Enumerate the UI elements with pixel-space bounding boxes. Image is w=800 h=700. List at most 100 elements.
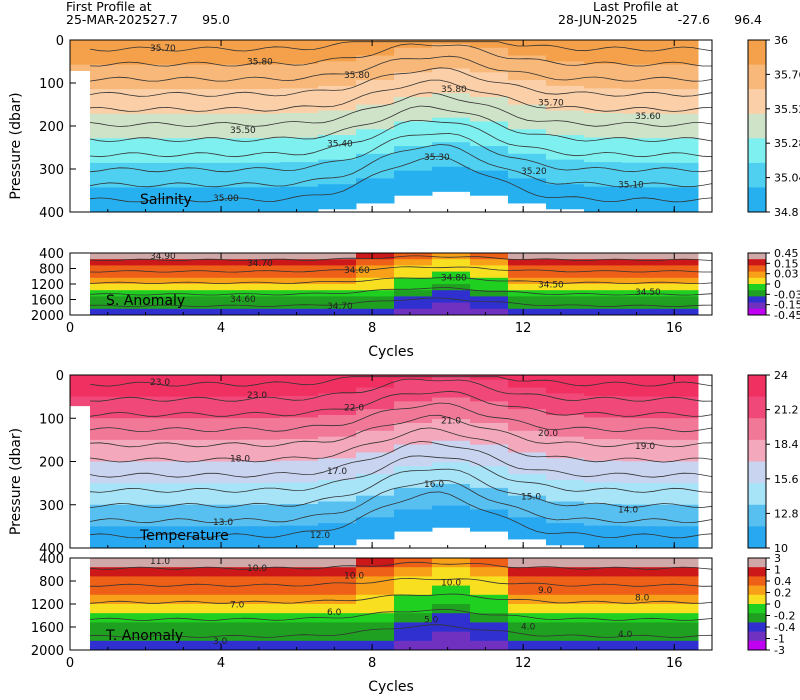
cell [166, 396, 205, 419]
cell [204, 40, 243, 66]
cell [242, 296, 281, 304]
colorbar-tick-label: 24 [774, 369, 788, 382]
cell [128, 113, 167, 139]
cell [280, 622, 319, 633]
panel-label: S. Anomaly [106, 293, 185, 309]
contour-line [89, 402, 712, 433]
cell [622, 558, 661, 568]
contour-label: 34.50 [538, 281, 564, 291]
contour-line [89, 561, 712, 570]
cell [204, 290, 243, 297]
colorbar-segment [748, 604, 766, 614]
contour-line [89, 155, 712, 203]
cell [394, 253, 433, 260]
colorbar-tick-label: 35.28 [774, 137, 800, 150]
cell [128, 265, 167, 273]
cell [356, 302, 395, 310]
cell [280, 558, 319, 568]
cell [508, 259, 547, 266]
cell [432, 290, 471, 297]
cell [242, 631, 281, 642]
no-data-mask [70, 406, 90, 548]
cell [394, 379, 433, 402]
contour-line [89, 255, 712, 262]
cell [204, 504, 243, 527]
y-tick-label: 1200 [31, 278, 64, 293]
y-tick-label: 800 [39, 575, 64, 590]
cell [280, 308, 319, 315]
colorbar-segment [748, 284, 766, 291]
cell [470, 444, 509, 467]
contour-label: 4.0 [618, 630, 633, 640]
cell [242, 375, 281, 398]
cell [546, 585, 585, 596]
contour-label: 35.70 [150, 44, 176, 54]
cell [546, 277, 585, 285]
colorbar-segment [748, 296, 766, 304]
colorbar-segment [748, 259, 766, 266]
cell [546, 436, 585, 459]
cell [584, 137, 623, 163]
contour-label: 35.10 [618, 180, 644, 190]
cell [622, 271, 661, 279]
cell [90, 284, 129, 291]
colorbar-tick-label: 10 [774, 542, 788, 555]
cell [70, 375, 91, 398]
contour-label: 14.0 [618, 505, 638, 515]
cell [660, 89, 699, 115]
cell [622, 483, 661, 506]
cell [356, 284, 395, 291]
cell [584, 284, 623, 291]
cell [432, 440, 471, 463]
cell [318, 184, 357, 210]
cell [432, 558, 471, 568]
cell [660, 290, 699, 297]
colorbar-segment [748, 640, 766, 651]
cell [470, 594, 509, 605]
cell [432, 585, 471, 596]
cell [622, 585, 661, 596]
panel-label: T. Anomaly [105, 628, 183, 644]
colorbar-tick-label: -0.4 [774, 621, 795, 634]
cell [470, 259, 509, 266]
colorbar-segment [748, 526, 766, 549]
cell [546, 40, 585, 62]
colorbar-frame [747, 39, 767, 213]
cell [318, 585, 357, 596]
cell [242, 265, 281, 273]
cell [394, 265, 433, 273]
cell [128, 284, 167, 291]
last-profile-lon: 96.4 [734, 12, 762, 27]
cell [128, 253, 167, 260]
cell [90, 558, 129, 568]
cell [660, 461, 699, 484]
cell [90, 526, 129, 548]
cell [128, 277, 167, 285]
cell [204, 277, 243, 285]
first-profile-lon: 95.0 [202, 12, 230, 27]
cell [318, 604, 357, 614]
cell [394, 284, 433, 291]
cell [356, 604, 395, 614]
cell [356, 567, 395, 577]
cell [90, 594, 129, 605]
cell [432, 622, 471, 633]
cell [622, 284, 661, 291]
field-0: 35.70 35.80 35.80 35.80 35.70 35.60 35.50 35.40… [70, 40, 712, 212]
colorbar-tick-label: -0.45 [774, 309, 800, 322]
cell [470, 604, 509, 614]
cell [394, 375, 433, 381]
cell [546, 631, 585, 642]
cell [90, 604, 129, 614]
colorbar-tick-label: -1 [774, 633, 785, 646]
contour-label: 35.50 [230, 126, 256, 136]
cell [584, 296, 623, 304]
cell [546, 567, 585, 577]
cell [280, 253, 319, 260]
contour-line [89, 376, 712, 387]
field-2: 23.0 23.0 22.0 21.0 20.0 19.0 18.0 17.0 16.0 15.0… [70, 375, 712, 548]
cell [508, 284, 547, 291]
cell [470, 487, 509, 510]
cell [584, 277, 623, 285]
cell [546, 576, 585, 587]
